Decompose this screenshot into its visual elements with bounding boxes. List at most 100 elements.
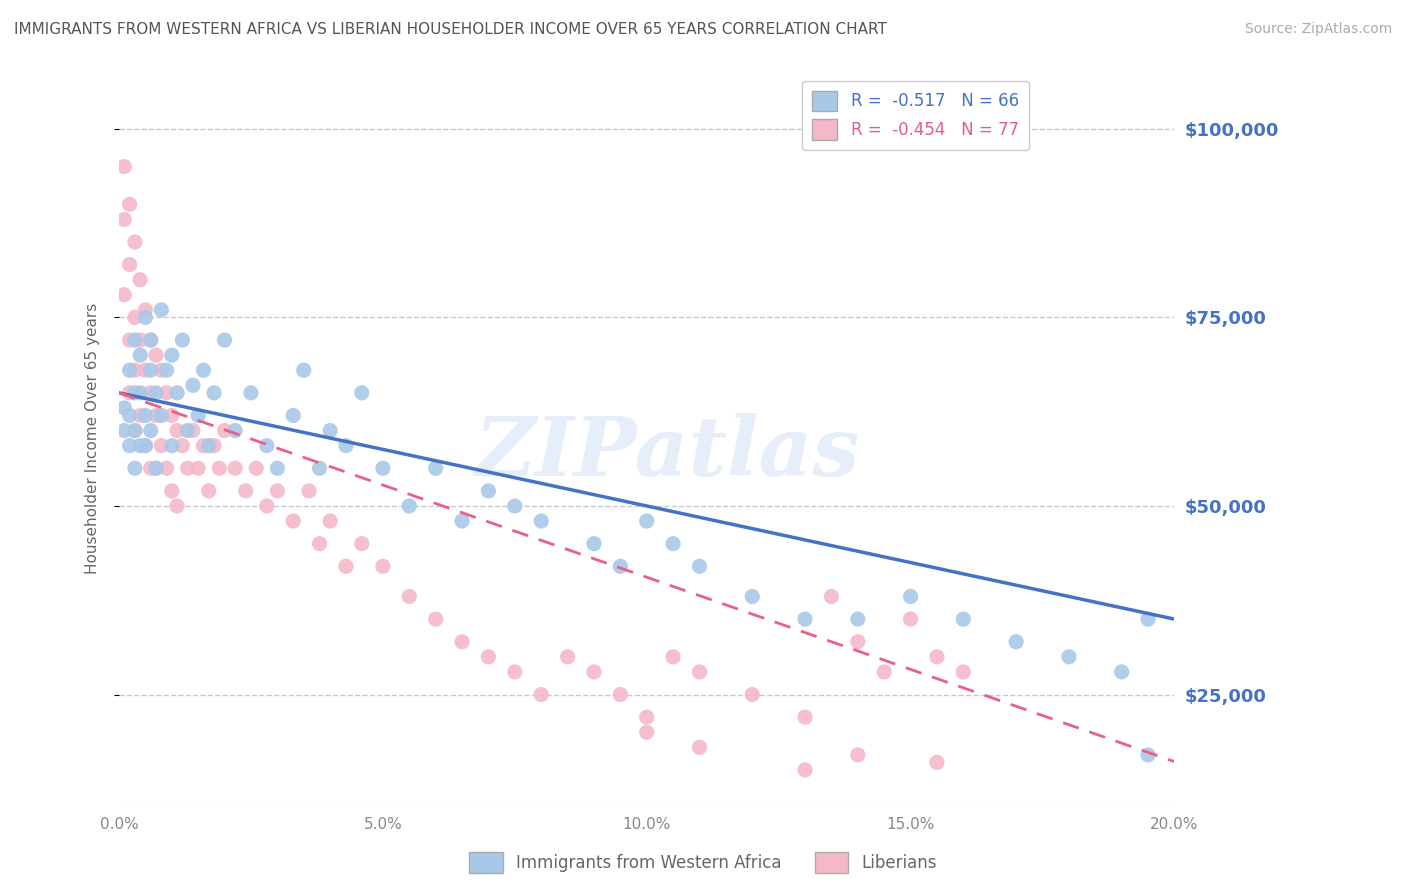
Point: [129, 385, 152, 400]
Point: [139, 385, 162, 400]
Point: [139, 461, 162, 475]
Point: [124, 333, 146, 347]
Point: [636, 710, 658, 724]
Point: [134, 439, 156, 453]
Point: [160, 483, 183, 498]
Point: [129, 439, 152, 453]
Point: [689, 665, 711, 679]
Point: [662, 537, 685, 551]
Point: [662, 649, 685, 664]
Point: [240, 385, 263, 400]
Point: [139, 333, 162, 347]
Point: [820, 590, 842, 604]
Point: [118, 385, 141, 400]
Point: [129, 273, 152, 287]
Point: [925, 649, 948, 664]
Point: [134, 439, 156, 453]
Point: [145, 348, 167, 362]
Point: [1057, 649, 1080, 664]
Point: [124, 461, 146, 475]
Point: [202, 439, 225, 453]
Point: [224, 424, 246, 438]
Point: [741, 590, 763, 604]
Point: [145, 461, 167, 475]
Point: [124, 310, 146, 325]
Point: [350, 385, 373, 400]
Point: [202, 385, 225, 400]
Point: [846, 747, 869, 762]
Point: [139, 363, 162, 377]
Y-axis label: Householder Income Over 65 years: Householder Income Over 65 years: [86, 302, 100, 574]
Point: [134, 302, 156, 317]
Point: [451, 634, 474, 648]
Point: [609, 688, 631, 702]
Point: [118, 258, 141, 272]
Point: [118, 197, 141, 211]
Point: [150, 363, 173, 377]
Point: [112, 287, 135, 301]
Point: [160, 348, 183, 362]
Point: [319, 424, 342, 438]
Point: [155, 461, 177, 475]
Point: [451, 514, 474, 528]
Point: [582, 537, 605, 551]
Point: [245, 461, 267, 475]
Point: [176, 461, 198, 475]
Point: [1137, 747, 1160, 762]
Point: [124, 424, 146, 438]
Point: [846, 634, 869, 648]
Point: [256, 499, 278, 513]
Point: [112, 424, 135, 438]
Point: [900, 612, 922, 626]
Point: [689, 740, 711, 755]
Point: [477, 483, 499, 498]
Point: [129, 409, 152, 423]
Text: Source: ZipAtlas.com: Source: ZipAtlas.com: [1244, 22, 1392, 37]
Point: [335, 559, 357, 574]
Point: [150, 302, 173, 317]
Point: [112, 212, 135, 227]
Point: [118, 409, 141, 423]
Point: [582, 665, 605, 679]
Point: [503, 665, 526, 679]
Point: [129, 348, 152, 362]
Point: [794, 612, 817, 626]
Point: [193, 439, 215, 453]
Point: [319, 514, 342, 528]
Point: [425, 612, 447, 626]
Point: [530, 514, 553, 528]
Point: [118, 333, 141, 347]
Point: [197, 483, 219, 498]
Point: [112, 160, 135, 174]
Point: [139, 424, 162, 438]
Point: [208, 461, 231, 475]
Point: [398, 499, 420, 513]
Point: [145, 385, 167, 400]
Point: [298, 483, 321, 498]
Point: [256, 439, 278, 453]
Point: [283, 514, 305, 528]
Point: [794, 710, 817, 724]
Point: [193, 363, 215, 377]
Point: [266, 461, 288, 475]
Point: [145, 461, 167, 475]
Point: [176, 424, 198, 438]
Point: [145, 409, 167, 423]
Point: [794, 763, 817, 777]
Point: [124, 424, 146, 438]
Point: [124, 235, 146, 249]
Text: IMMIGRANTS FROM WESTERN AFRICA VS LIBERIAN HOUSEHOLDER INCOME OVER 65 YEARS CORR: IMMIGRANTS FROM WESTERN AFRICA VS LIBERI…: [14, 22, 887, 37]
Legend: Immigrants from Western Africa, Liberians: Immigrants from Western Africa, Liberian…: [463, 846, 943, 880]
Point: [846, 612, 869, 626]
Point: [530, 688, 553, 702]
Point: [308, 537, 330, 551]
Point: [139, 333, 162, 347]
Point: [308, 461, 330, 475]
Point: [609, 559, 631, 574]
Point: [134, 409, 156, 423]
Point: [150, 439, 173, 453]
Point: [134, 310, 156, 325]
Point: [292, 363, 315, 377]
Point: [172, 439, 194, 453]
Point: [335, 439, 357, 453]
